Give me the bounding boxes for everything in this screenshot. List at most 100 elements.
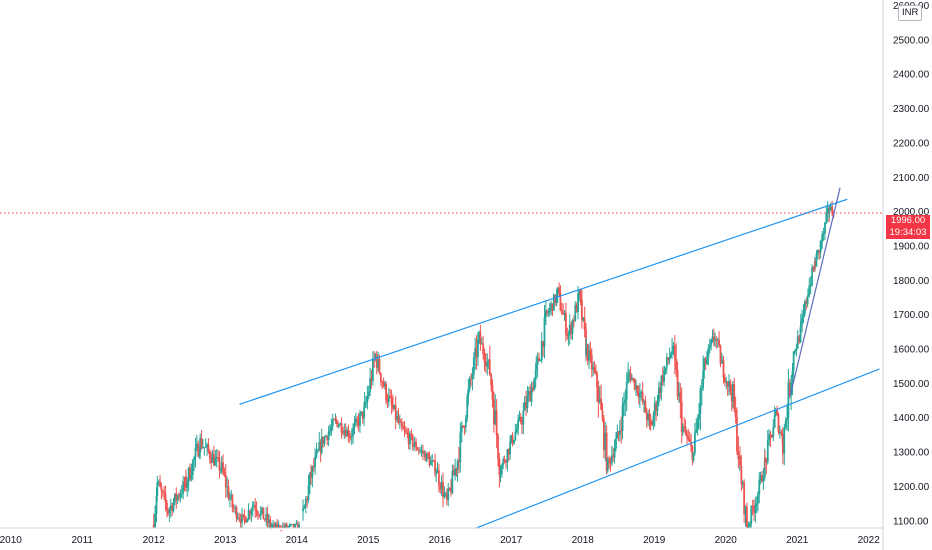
candle-body [826,207,829,214]
steep-support-trendline[interactable] [789,187,841,397]
candle-body [445,493,448,500]
candle-body [600,398,603,411]
candle-body [613,448,616,458]
candle-body [618,430,621,435]
candle-body [437,470,440,485]
candle-body [470,378,472,380]
candle-body [511,435,514,444]
candle-body [374,354,377,360]
candle-body [783,427,786,454]
candle-body [546,310,548,314]
candle-body [455,468,458,470]
candle-body [407,434,410,445]
candle-body [311,466,314,478]
candle-body [498,458,501,475]
candle-body [806,296,809,304]
candle-body [639,392,641,398]
candle-body [459,432,462,463]
candle-body [228,498,231,500]
candle-body [536,357,539,365]
candle-body [788,382,791,395]
lower-channel-trendline[interactable] [475,368,880,529]
candle-body [357,420,360,426]
candle-body [175,493,178,501]
candle-body [173,493,176,502]
candle-body [502,459,505,465]
candle-body [406,432,409,435]
candle-body [503,459,506,462]
candle-body [397,416,400,423]
candle-body [232,507,235,509]
candle-body [675,358,678,370]
candle-body [821,233,824,241]
candle-body [755,503,758,506]
candle-body [464,418,467,428]
candle-body [664,366,667,371]
candle-body [665,357,668,367]
candle-body [696,419,699,430]
candle-body [491,385,494,400]
candle-body [369,378,372,393]
candle-body [798,336,801,342]
candle-body [375,354,378,368]
time-tick-label: 2021 [786,535,809,546]
candle-body [389,395,392,398]
candle-body [631,377,633,381]
candle-body [617,431,620,435]
candle-body [247,510,250,520]
candle-body [492,399,495,425]
candle-body [588,350,590,361]
candle-body [523,402,526,411]
candle-body [772,427,775,438]
currency-badge[interactable]: INR [898,5,923,21]
candle-body [720,361,723,364]
candle-body [487,359,490,362]
trendlines [0,187,883,529]
candle-body [458,460,460,463]
candle-body [521,421,523,425]
candle-body [156,482,159,496]
candle-body [769,434,772,436]
candle-body [167,509,169,514]
candle-body [829,206,832,210]
candle-body [722,360,725,378]
candle-body [246,519,249,523]
candle-body [568,324,571,335]
candle-body [780,431,783,434]
candle-body [550,303,552,309]
candle-body [707,347,710,358]
candle-body [204,446,207,448]
time-tick-label: 2012 [143,535,166,546]
candle-body [805,301,808,304]
candle-body [791,370,794,383]
candle-body [710,340,713,346]
candle-body [608,458,611,460]
candle-body [535,364,538,370]
candle-body [610,455,613,464]
candle-body [371,358,374,382]
candle-body [506,449,509,463]
candle-body [403,428,406,431]
candle-body [672,345,675,351]
candle-body [807,295,809,297]
upper-channel-trendline[interactable] [239,198,848,405]
candle-body [778,431,781,433]
candle-body [322,436,325,444]
candle-body [636,385,639,393]
candle-body [686,433,688,438]
price-tick-label: 2400.00 [893,70,930,81]
candle-body [193,457,196,461]
candle-body [310,472,312,478]
price-tick-label: 2500.00 [893,35,930,46]
candle-body [463,426,466,428]
candle-body [303,505,306,509]
candle-body [292,524,295,528]
candle-body [327,432,330,441]
candle-body [187,467,190,483]
candle-body [257,512,259,515]
candle-body [409,433,411,445]
candle-body [712,336,715,341]
candle-body [562,313,565,315]
candle-body [279,525,281,528]
